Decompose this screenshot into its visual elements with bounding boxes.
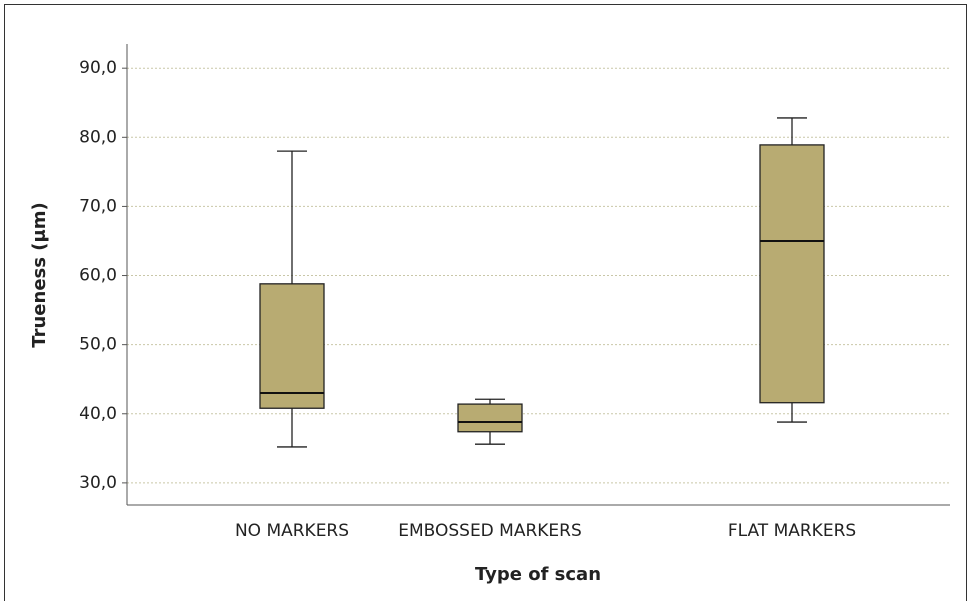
x-tick-label: EMBOSSED MARKERS	[398, 521, 582, 541]
box	[259, 283, 325, 409]
y-tick-label: 30,0	[79, 473, 117, 493]
y-tick-label: 80,0	[79, 127, 117, 147]
y-tick-label: 90,0	[79, 58, 117, 78]
y-tick-label: 60,0	[79, 266, 117, 286]
y-tick-label: 50,0	[79, 335, 117, 355]
box	[759, 144, 825, 404]
box	[457, 403, 523, 433]
y-tick-label: 70,0	[79, 196, 117, 216]
x-tick-label: NO MARKERS	[235, 521, 349, 541]
y-tick-label: 40,0	[79, 404, 117, 424]
x-axis-label: Type of scan	[475, 564, 601, 585]
y-axis-label: Trueness (μm)	[29, 202, 50, 347]
x-tick-label: FLAT MARKERS	[728, 521, 856, 541]
